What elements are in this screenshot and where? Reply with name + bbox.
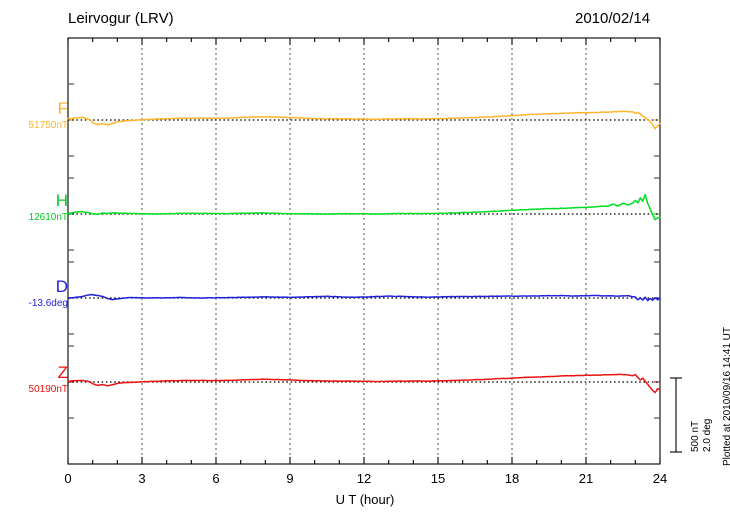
component-symbol-d: D xyxy=(55,277,68,296)
component-label-h: H 12610nT xyxy=(0,192,68,224)
trace-h xyxy=(67,193,661,221)
trace-d xyxy=(67,293,661,302)
vertical-gridlines xyxy=(141,38,587,464)
x-tick-label-6: 6 xyxy=(212,471,220,486)
x-tick-label-12: 12 xyxy=(356,471,372,486)
component-symbol-h: H xyxy=(55,191,68,210)
x-tick-label-18: 18 xyxy=(504,471,520,486)
trace-z xyxy=(67,373,661,394)
plotted-at-timestamp: Plotted at 2010/09/16 14:41 UT xyxy=(722,327,730,466)
x-axis-major-ticks xyxy=(67,38,661,464)
observation-date: 2010/02/14 xyxy=(575,10,651,27)
component-label-f: F 51750nT xyxy=(0,100,68,132)
component-baseline-f: 51750nT xyxy=(28,120,68,131)
component-label-d: D -13.6deg xyxy=(0,278,68,310)
component-label-z: Z 50190nT xyxy=(0,364,68,396)
component-symbol-z: Z xyxy=(57,363,68,382)
scalebar-deg-label: 2.0 deg xyxy=(702,418,713,452)
component-baseline-h: 12610nT xyxy=(28,212,68,223)
x-tick-label-0: 0 xyxy=(64,471,72,486)
component-baseline-z: 50190nT xyxy=(28,384,68,395)
scale-bar xyxy=(670,377,682,453)
x-tick-label-3: 3 xyxy=(138,471,146,486)
component-symbol-f: F xyxy=(57,99,68,118)
x-tick-label-9: 9 xyxy=(286,471,294,486)
component-baseline-d: -13.6deg xyxy=(28,298,68,309)
scalebar-nt-label: 500 nT xyxy=(690,420,701,452)
x-axis-minor-ticks xyxy=(92,38,636,464)
x-tick-label-15: 15 xyxy=(430,471,446,486)
page-title: Leirvogur (LRV) xyxy=(68,10,174,27)
trace-f xyxy=(67,110,661,130)
x-tick-label-21: 21 xyxy=(578,471,594,486)
plot-frame xyxy=(67,37,661,465)
x-tick-label-24: 24 xyxy=(652,471,668,486)
x-axis-title: U T (hour) xyxy=(335,492,395,507)
component-traces xyxy=(67,110,661,394)
